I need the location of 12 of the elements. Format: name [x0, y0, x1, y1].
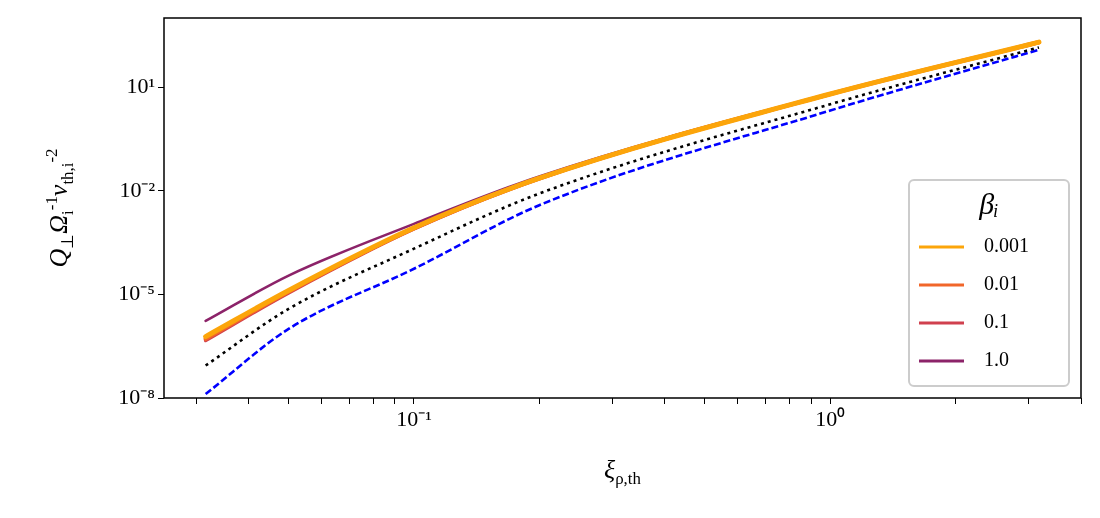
y-tick-label: 10⁻⁵	[118, 280, 155, 306]
legend-label: 0.001	[984, 234, 1029, 257]
legend-label: 1.0	[984, 348, 1009, 371]
x-axis-title: ξ$_{ρ,th}$	[603, 455, 642, 490]
y-tick-label: 10⁻²	[119, 176, 156, 202]
legend-label: 0.01	[984, 272, 1019, 295]
legend-label: 0.1	[984, 310, 1009, 333]
legend-title: βᵢ	[978, 186, 999, 220]
x-tick-label: 10⁰	[815, 405, 846, 431]
x-tick-label: 10⁻¹	[396, 405, 432, 431]
y-tick-label: 10⁻⁸	[118, 383, 155, 409]
y-tick-label: 10¹	[126, 72, 155, 98]
